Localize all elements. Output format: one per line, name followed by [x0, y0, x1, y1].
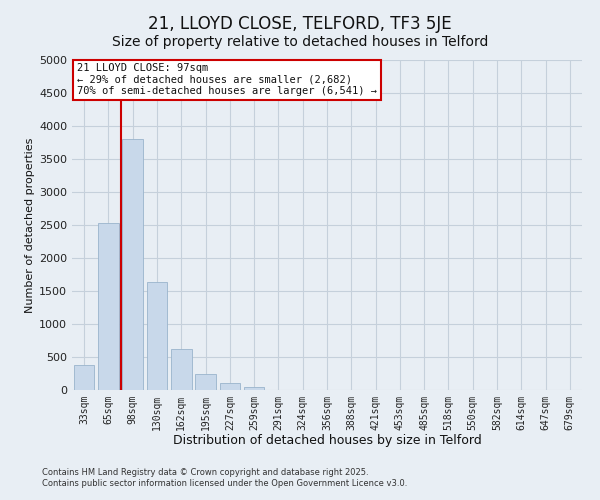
Bar: [220, 384, 240, 390]
Bar: [146, 282, 167, 390]
Bar: [195, 374, 216, 390]
Text: 21 LLOYD CLOSE: 97sqm
← 29% of detached houses are smaller (2,682)
70% of semi-d: 21 LLOYD CLOSE: 97sqm ← 29% of detached …: [77, 64, 377, 96]
Y-axis label: Number of detached properties: Number of detached properties: [25, 138, 35, 312]
Text: Size of property relative to detached houses in Telford: Size of property relative to detached ho…: [112, 35, 488, 49]
Text: Contains HM Land Registry data © Crown copyright and database right 2025.
Contai: Contains HM Land Registry data © Crown c…: [42, 468, 407, 487]
Text: 21, LLOYD CLOSE, TELFORD, TF3 5JE: 21, LLOYD CLOSE, TELFORD, TF3 5JE: [148, 15, 452, 33]
X-axis label: Distribution of detached houses by size in Telford: Distribution of detached houses by size …: [173, 434, 481, 448]
Bar: [98, 223, 119, 390]
Bar: [244, 386, 265, 390]
Bar: [122, 139, 143, 390]
Bar: [171, 349, 191, 390]
Bar: [74, 365, 94, 390]
